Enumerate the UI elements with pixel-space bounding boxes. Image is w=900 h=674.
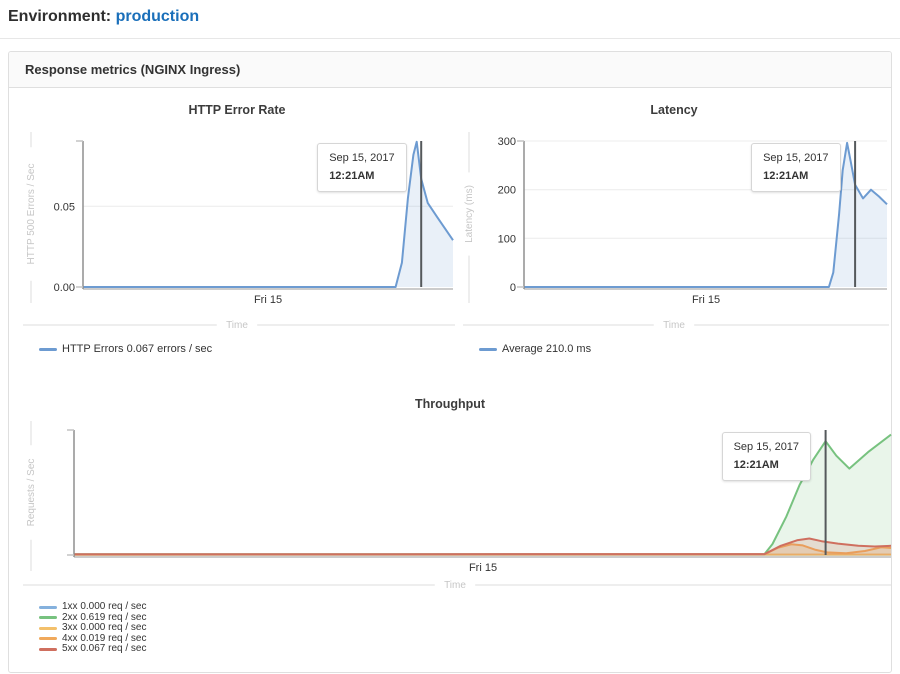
chart-tooltip: Sep 15, 2017 12:21AM	[722, 432, 811, 481]
environment-label: Environment:	[8, 8, 111, 25]
x-tick-label: Fri 15	[692, 294, 720, 306]
page-title: Environment: production	[8, 8, 892, 26]
tooltip-date: Sep 15, 2017	[734, 439, 799, 457]
legend-label: 5xx 0.067 req / sec	[62, 644, 147, 655]
y-tick-label: 0	[510, 282, 516, 294]
y-axis-label: Latency (ms)	[464, 185, 475, 243]
chart-legend: HTTP Errors 0.067 errors / sec	[39, 342, 457, 356]
metrics-panel: Response metrics (NGINX Ingress) HTTP Er…	[8, 51, 892, 673]
legend-item: 5xx 0.067 req / sec	[39, 644, 883, 655]
legend-label: HTTP Errors 0.067 errors / sec	[62, 342, 212, 356]
chart-tooltip: Sep 15, 2017 12:21AM	[317, 143, 406, 192]
y-axis-label: Requests / Sec	[26, 459, 37, 527]
panel-title: Response metrics (NGINX Ingress)	[9, 52, 891, 88]
header-divider	[0, 38, 900, 39]
x-tick-label: Fri 15	[469, 562, 497, 574]
environment-metrics-page: Environment: production Response metrics…	[0, 8, 900, 673]
chart-canvas[interactable]: Fri 15 Requests / Sec Time Sep 15, 2017 12…	[17, 412, 883, 596]
x-tick-label: Fri 15	[254, 294, 282, 306]
series-line	[74, 539, 891, 555]
y-tick-label: 100	[498, 233, 516, 245]
tooltip-time: 12:21AM	[763, 168, 828, 186]
legend-item: 2xx 0.619 req / sec	[39, 613, 883, 624]
legend-label: 3xx 0.000 req / sec	[62, 623, 147, 634]
legend-item: 3xx 0.000 req / sec	[39, 623, 883, 634]
y-axis-label: HTTP 500 Errors / Sec	[26, 164, 37, 265]
legend-dash-icon	[39, 637, 57, 640]
legend-dash-icon	[39, 616, 57, 619]
legend-item: 4xx 0.019 req / sec	[39, 634, 883, 645]
legend-dash-icon	[479, 348, 497, 351]
x-axis-label: Time	[444, 580, 466, 591]
chart-tooltip: Sep 15, 2017 12:21AM	[751, 143, 840, 192]
legend-item: Average 210.0 ms	[479, 342, 891, 356]
y-tick-label: 0.00	[54, 282, 75, 294]
chart-legend: Average 210.0 ms	[479, 342, 891, 356]
chart-title: Throughput	[17, 396, 883, 412]
y-tick-label: 200	[498, 185, 516, 197]
tooltip-date: Sep 15, 2017	[329, 150, 394, 168]
tooltip-time: 12:21AM	[734, 457, 799, 475]
chart-title: Latency	[457, 102, 891, 118]
x-axis-label: Time	[663, 320, 685, 331]
legend-dash-icon	[39, 627, 57, 630]
chart-latency: Latency 300 200 100 0 Fri 15 Latency (ms) Time…	[457, 88, 891, 356]
legend-item: 1xx 0.000 req / sec	[39, 602, 883, 613]
legend-item: HTTP Errors 0.067 errors / sec	[39, 342, 457, 356]
tooltip-date: Sep 15, 2017	[763, 150, 828, 168]
top-charts-row: HTTP Error Rate 0.05 0.00 Fri 15 HTTP 500 E…	[17, 88, 883, 356]
tooltip-time: 12:21AM	[329, 168, 394, 186]
x-axis-label: Time	[226, 320, 248, 331]
y-tick-label: 0.05	[54, 201, 75, 213]
chart-title: HTTP Error Rate	[17, 102, 457, 118]
chart-http-error-rate: HTTP Error Rate 0.05 0.00 Fri 15 HTTP 500 E…	[17, 88, 457, 356]
chart-throughput: Throughput Fri 15 Requests / Sec Time Sep …	[17, 396, 883, 655]
legend-label: 1xx 0.000 req / sec	[62, 602, 147, 613]
legend-dash-icon	[39, 348, 57, 351]
panel-body: HTTP Error Rate 0.05 0.00 Fri 15 HTTP 500 E…	[9, 88, 891, 663]
legend-dash-icon	[39, 606, 57, 609]
environment-link[interactable]: production	[116, 8, 200, 25]
legend-dash-icon	[39, 648, 57, 651]
legend-label: Average 210.0 ms	[502, 342, 591, 356]
y-tick-label: 300	[498, 136, 516, 148]
chart-canvas[interactable]: 300 200 100 0 Fri 15 Latency (ms) Time Sep 15,…	[457, 118, 891, 336]
